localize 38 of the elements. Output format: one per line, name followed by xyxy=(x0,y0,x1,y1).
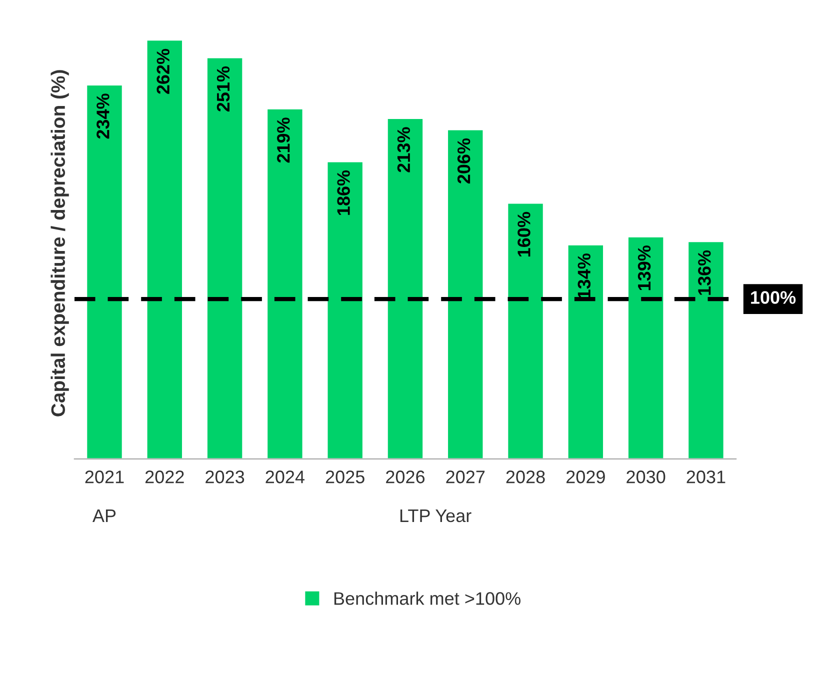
bar xyxy=(446,128,484,459)
data-label: 251% xyxy=(216,66,230,112)
bar xyxy=(506,202,544,459)
bar xyxy=(266,108,304,459)
data-label: 160% xyxy=(518,212,530,257)
x-tick-label: 2024 xyxy=(266,470,304,484)
bar xyxy=(627,236,665,459)
data-label: 186% xyxy=(337,170,350,215)
x-tick-label: 2022 xyxy=(145,470,184,484)
x-tick-label: 2028 xyxy=(506,470,545,484)
text: LTP Year xyxy=(400,510,472,522)
x-tick-label: 2031 xyxy=(686,470,726,484)
data-label: 206% xyxy=(457,138,470,184)
x-tick-label: 2030 xyxy=(626,470,666,484)
data-label: 262% xyxy=(156,48,170,94)
data-label: 139% xyxy=(638,246,651,290)
bar xyxy=(687,240,725,459)
bar xyxy=(386,118,424,459)
x-tick-label: 2029 xyxy=(566,470,605,484)
data-label: 234% xyxy=(96,94,110,139)
text: AP xyxy=(92,510,116,522)
x-tick-label: 2025 xyxy=(326,470,364,484)
x-tick-label: 2021 xyxy=(85,470,124,484)
bar xyxy=(326,160,364,459)
data-label: 213% xyxy=(397,127,410,172)
bar xyxy=(86,84,124,459)
legend-label: Benchmark met >100% xyxy=(334,592,520,605)
x-tick-label: 2027 xyxy=(446,470,485,484)
data-label: 134% xyxy=(578,254,591,298)
data-label: 136% xyxy=(698,250,711,295)
x-tick-label: 2023 xyxy=(206,470,244,484)
bar xyxy=(566,244,604,459)
bar xyxy=(146,39,184,459)
data-label: 219% xyxy=(277,118,290,163)
y-axis-title: Capital expenditure / depreciation (%) xyxy=(50,70,69,416)
ref-line-label: 100% xyxy=(751,291,796,304)
x-tick-label: 2026 xyxy=(386,470,425,484)
bar xyxy=(206,56,244,459)
